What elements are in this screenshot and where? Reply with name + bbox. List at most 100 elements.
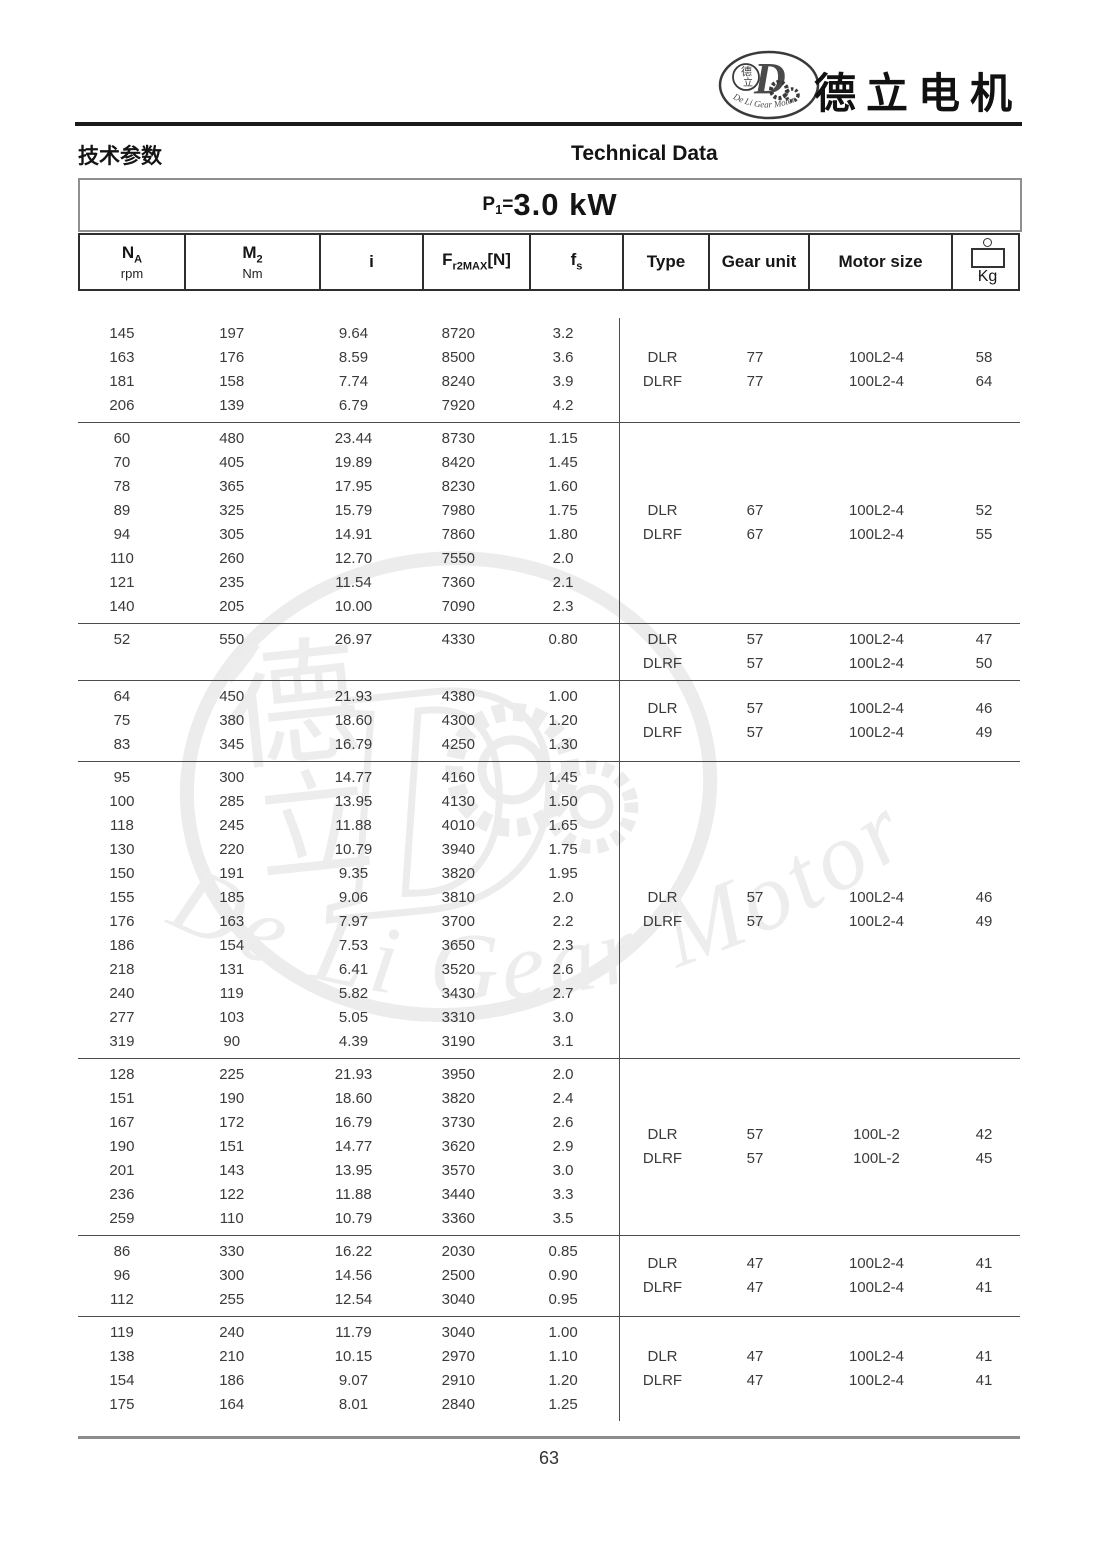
- type-cell: 77: [746, 373, 764, 390]
- type-cell: 100L-2: [853, 1126, 900, 1143]
- data-row: 190 151 14.77 3620 2.9: [78, 1135, 619, 1159]
- type-cell: DLR: [647, 1348, 678, 1365]
- data-cell: 60: [113, 430, 131, 447]
- data-cell: 119: [109, 1324, 134, 1341]
- data-cell: 3040: [441, 1291, 475, 1308]
- table-group: 86 330 16.22 2030 0.85 96 300 14.56 2500 0.90 112 2…: [78, 1235, 1020, 1316]
- data-cell: 206: [109, 397, 135, 414]
- data-cell: 90: [223, 1033, 241, 1050]
- column-header-motor-size: Motor size: [808, 235, 951, 289]
- type-row: DLRF 77 100L2-4 64: [620, 370, 1020, 394]
- data-cell: 220: [219, 841, 245, 858]
- data-cell: 12.54: [334, 1291, 373, 1308]
- company-logo-icon: D 德 立 De Li Gear Motor: [718, 50, 820, 120]
- data-cell: 3650: [441, 937, 475, 954]
- data-cell: 4330: [441, 631, 475, 648]
- data-cell: 2.0: [552, 889, 574, 906]
- data-cell: 1.65: [548, 817, 578, 834]
- data-row: 112 255 12.54 3040 0.95: [78, 1288, 619, 1312]
- type-cell: 57: [746, 889, 764, 906]
- table-header-gap: [78, 291, 1020, 318]
- data-row: 186 154 7.53 3650 2.3: [78, 934, 619, 958]
- logo-char1: 德: [741, 64, 752, 78]
- data-row: 89 325 15.79 7980 1.75: [78, 499, 619, 523]
- type-cell: 47: [746, 1348, 764, 1365]
- data-cell: 5.82: [338, 985, 369, 1002]
- data-cell: 3570: [441, 1162, 475, 1179]
- type-cell: 100L2-4: [848, 526, 905, 543]
- data-cell: 89: [113, 502, 131, 519]
- type-cell: 100L2-4: [848, 889, 905, 906]
- data-cell: 11.88: [335, 1186, 372, 1203]
- data-cell: 8720: [441, 325, 475, 342]
- data-cell: 4380: [441, 688, 475, 705]
- data-cell: 3950: [441, 1066, 475, 1083]
- data-row: 86 330 16.22 2030 0.85: [78, 1240, 619, 1264]
- data-cell: 4250: [441, 736, 475, 753]
- data-cell: 64: [113, 688, 131, 705]
- data-cell: 1.30: [548, 736, 578, 753]
- data-cell: 3310: [441, 1009, 475, 1026]
- data-cell: 2500: [441, 1267, 475, 1284]
- table-group: 60 480 23.44 8730 1.15 70 405 19.89 8420 1.45 78 36…: [78, 422, 1020, 623]
- data-cell: 23.44: [334, 430, 373, 447]
- data-cell: 3.5: [552, 1210, 574, 1227]
- type-row: DLR 77 100L2-4 58: [620, 346, 1020, 370]
- brand-name: 德立电机: [813, 69, 1022, 118]
- data-cell: 167: [109, 1114, 135, 1131]
- data-cell: 139: [219, 397, 245, 414]
- group-data: 95 300 14.77 4160 1.45 100 285 13.95 4130 1.50 118…: [78, 762, 620, 1058]
- data-cell: 325: [219, 502, 245, 519]
- data-cell: 7550: [441, 550, 475, 567]
- data-row: 75 380 18.60 4300 1.20: [78, 709, 619, 733]
- data-cell: 236: [109, 1186, 135, 1203]
- type-row: DLR 57 100L-2 42: [620, 1123, 1020, 1147]
- type-block: DLR 47 100L2-4 41 DLRF 47 100L2-4 41: [620, 1252, 1020, 1300]
- data-cell: 3940: [441, 841, 475, 858]
- data-cell: 3820: [441, 865, 475, 882]
- data-cell: 4.2: [552, 397, 574, 414]
- type-cell: 100L2-4: [848, 1279, 905, 1296]
- data-cell: 164: [219, 1396, 245, 1413]
- data-cell: 300: [219, 1267, 245, 1284]
- data-row: 121 235 11.54 7360 2.1: [78, 571, 619, 595]
- column-header-fs: fs: [529, 235, 622, 289]
- data-cell: 240: [219, 1324, 245, 1341]
- data-row: 83 345 16.79 4250 1.30: [78, 733, 619, 757]
- data-cell: 18.60: [334, 712, 373, 729]
- data-cell: 1.45: [548, 454, 578, 471]
- data-cell: 13.95: [334, 793, 373, 810]
- data-cell: 3810: [441, 889, 475, 906]
- data-cell: 4130: [441, 793, 475, 810]
- table-group: 119 240 11.79 3040 1.00 138 210 10.15 2970 1.10 15…: [78, 1316, 1020, 1421]
- data-cell: 70: [113, 454, 131, 471]
- data-cell: 550: [219, 631, 245, 648]
- data-cell: 155: [109, 889, 135, 906]
- type-cell: 100L2-4: [848, 1372, 905, 1389]
- data-cell: 7360: [441, 574, 475, 591]
- data-cell: 103: [219, 1009, 245, 1026]
- type-cell: 41: [975, 1348, 993, 1365]
- type-cell: 77: [746, 349, 764, 366]
- data-cell: 3360: [441, 1210, 475, 1227]
- data-cell: 176: [109, 913, 135, 930]
- data-cell: 2.0: [552, 550, 574, 567]
- data-cell: 151: [109, 1090, 135, 1107]
- data-cell: 7920: [441, 397, 475, 414]
- data-cell: 9.64: [338, 325, 369, 342]
- data-cell: 150: [109, 865, 135, 882]
- power-equals: =: [502, 194, 514, 215]
- data-cell: 130: [109, 841, 135, 858]
- data-row: 130 220 10.79 3940 1.75: [78, 838, 619, 862]
- data-cell: 21.93: [334, 1066, 373, 1083]
- data-cell: 345: [219, 736, 245, 753]
- data-row: 240 119 5.82 3430 2.7: [78, 982, 619, 1006]
- data-cell: 163: [219, 913, 245, 930]
- type-cell: 100L2-4: [848, 700, 905, 717]
- type-cell: DLRF: [642, 373, 683, 390]
- data-cell: 1.00: [548, 1324, 578, 1341]
- type-cell: 100L2-4: [848, 373, 905, 390]
- data-cell: 277: [109, 1009, 135, 1026]
- data-cell: 154: [109, 1372, 135, 1389]
- data-cell: 1.75: [548, 841, 578, 858]
